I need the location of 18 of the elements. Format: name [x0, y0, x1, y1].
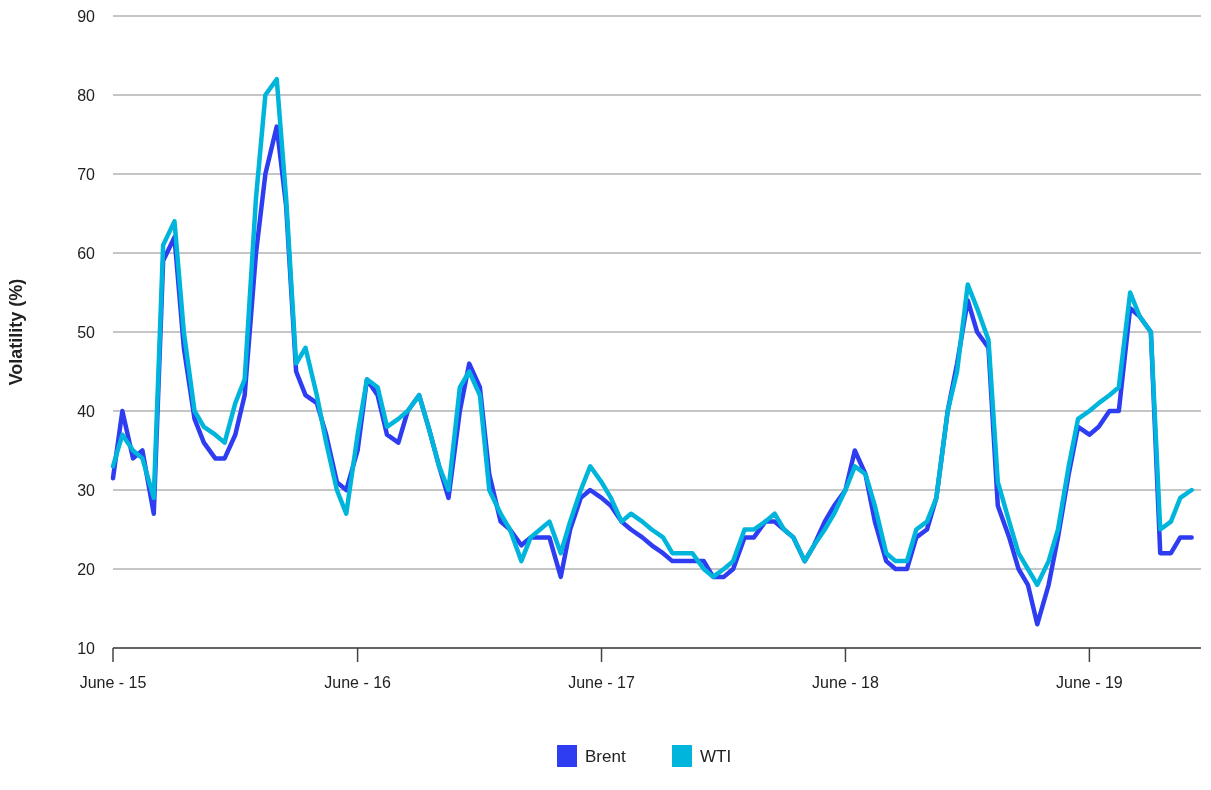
x-tick-label: June - 16 — [324, 674, 392, 691]
x-tick-label: June - 15 — [79, 674, 147, 691]
y-tick-label: 70 — [77, 165, 96, 183]
x-tick-label: June - 18 — [812, 674, 879, 691]
y-axis-title: Volatility (%) — [6, 278, 26, 386]
y-tick-label: 60 — [77, 244, 96, 262]
y-tick-label: 10 — [77, 639, 96, 657]
legend-label: Brent — [585, 746, 626, 766]
line-series — [110, 76, 1194, 588]
x-tick-label: June - 19 — [1056, 674, 1123, 691]
y-tick-label: 50 — [77, 323, 96, 341]
legend-label: WTI — [700, 746, 732, 766]
y-tick-label: 90 — [77, 7, 96, 25]
y-tick-label: 30 — [77, 481, 96, 499]
x-tick-label: June - 17 — [568, 674, 635, 691]
y-tick-label: 80 — [77, 86, 96, 104]
y-tick-label: 40 — [77, 402, 96, 420]
y-tick-label: 20 — [77, 560, 96, 578]
